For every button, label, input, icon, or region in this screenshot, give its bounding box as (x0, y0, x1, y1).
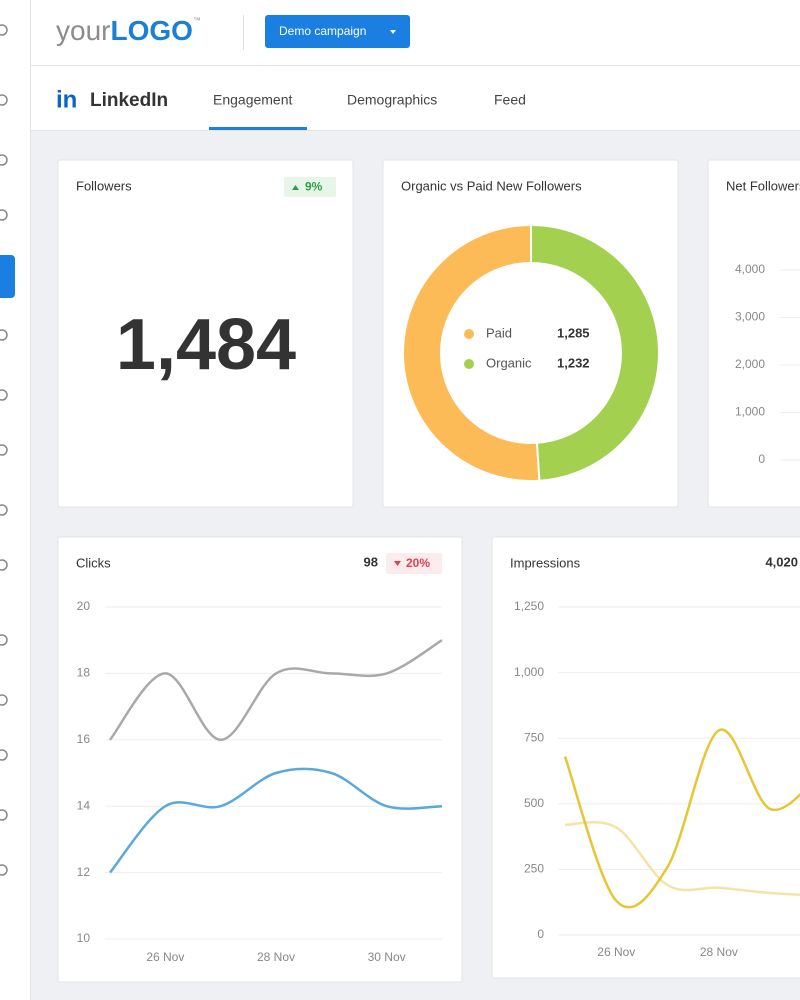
change-badge (386, 553, 442, 574)
active-tab-underline (209, 127, 307, 130)
x-tick-label: 28 Nov (700, 945, 738, 959)
y-tick-label: 16 (77, 732, 91, 746)
line-series (563, 728, 800, 909)
nav-bar (30, 66, 800, 130)
logo-bold: LOGO (110, 15, 192, 46)
platform-name: LinkedIn (90, 90, 168, 111)
line-series (564, 821, 800, 896)
x-tick-label: 30 Nov (368, 950, 406, 964)
y-tick-label: 4,000 (735, 262, 765, 276)
up-arrow (292, 185, 299, 190)
sidebar-bg (0, 0, 30, 1000)
line-series (109, 639, 443, 742)
sidebar-icon (0, 24, 8, 36)
donut-segment (530, 223, 660, 482)
legend-value: 1,232 (557, 355, 590, 370)
logo: yourLOGO™ (56, 15, 201, 46)
card-title: Organic vs Paid New Followers (401, 178, 582, 193)
legend-label: Organic (486, 355, 532, 370)
y-tick-label: 1,000 (735, 405, 765, 419)
x-tick-label: 26 Nov (146, 950, 184, 964)
y-tick-label: 1,000 (514, 665, 544, 679)
card (57, 159, 354, 508)
card-title: Impressions (510, 555, 581, 570)
card (707, 159, 800, 508)
sidebar (0, 0, 31, 1000)
y-tick-label: 12 (77, 865, 91, 879)
y-tick-label: 500 (524, 796, 544, 810)
change-value: 20% (406, 556, 430, 570)
card-title: Net Followers (726, 178, 800, 193)
summary-value: 4,020 (765, 554, 798, 569)
down-arrow (394, 561, 401, 566)
x-tick-label: 28 Nov (257, 950, 295, 964)
y-tick-label: 18 (77, 666, 91, 680)
sidebar-icon (0, 94, 8, 106)
tab[interactable]: Demographics (347, 92, 437, 108)
sidebar-active-item[interactable] (0, 255, 15, 298)
sidebar-icon (0, 154, 8, 166)
y-tick-label: 10 (77, 931, 91, 945)
y-tick-label: 3,000 (735, 310, 765, 324)
y-tick-label: 20 (77, 599, 91, 613)
y-tick-label: 750 (524, 730, 544, 744)
card-title: Followers (76, 178, 132, 193)
sidebar-icon (0, 694, 8, 706)
legend-label: Paid (486, 325, 512, 340)
sidebar-icon (0, 559, 8, 571)
change-value: 9% (305, 180, 323, 194)
sidebar-icon (0, 329, 8, 341)
logo-tm: ™ (193, 16, 201, 25)
card (491, 536, 800, 979)
logo-light: your (56, 15, 110, 46)
summary-value: 98 (364, 554, 378, 569)
campaign-button-label[interactable]: Demo campaign (279, 24, 366, 38)
sidebar-icon (0, 444, 8, 456)
sidebar-icon (0, 634, 8, 646)
sidebar-icon (0, 504, 8, 516)
big-number: 1,484 (116, 305, 296, 385)
linkedin-icon: in (56, 86, 77, 113)
y-tick-label: 250 (524, 862, 544, 876)
legend-dot (464, 359, 474, 369)
sidebar-icon (0, 209, 8, 221)
y-tick-label: 14 (77, 798, 91, 812)
line-series (109, 767, 443, 874)
y-tick-label: 2,000 (735, 357, 765, 371)
y-tick-label: 0 (758, 452, 765, 466)
legend-value: 1,285 (557, 325, 590, 340)
card-title: Clicks (76, 555, 111, 570)
sidebar-icon (0, 864, 8, 876)
dropdown-caret (390, 30, 396, 34)
y-tick-label: 1,250 (514, 599, 544, 613)
sidebar-icon (0, 809, 8, 821)
campaign-button[interactable] (265, 15, 410, 48)
tab[interactable]: Engagement (213, 92, 293, 108)
sidebar-icon (0, 389, 8, 401)
card (57, 536, 463, 983)
legend-dot (464, 329, 474, 339)
y-tick-label: 0 (537, 927, 544, 941)
tab[interactable]: Feed (494, 92, 526, 108)
x-tick-label: 26 Nov (597, 945, 635, 959)
change-badge (284, 177, 336, 197)
sidebar-icon (0, 749, 8, 761)
donut-segment (402, 223, 541, 482)
